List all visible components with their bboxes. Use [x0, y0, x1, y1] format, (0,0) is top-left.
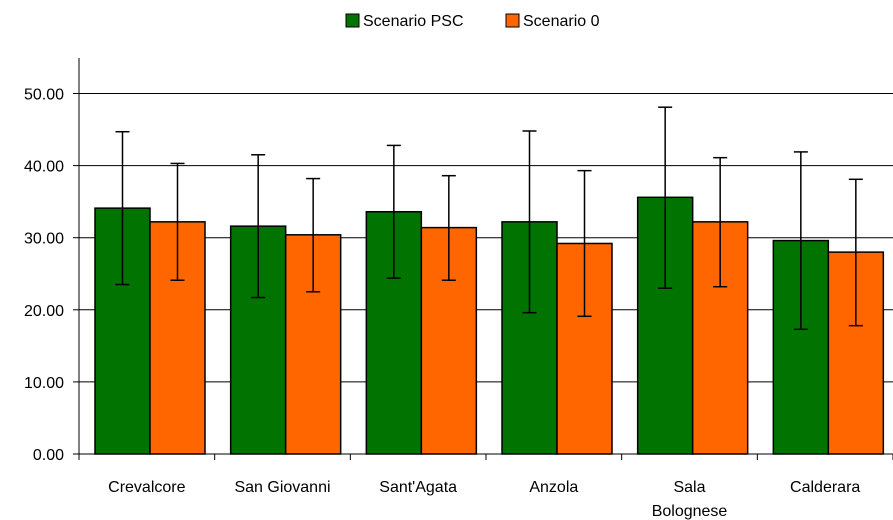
- y-tick-label: 30.00: [24, 231, 64, 248]
- x-tick-label: Anzola: [529, 479, 578, 496]
- y-tick-label: 50.00: [24, 87, 64, 104]
- y-tick-label: 0.00: [33, 447, 64, 464]
- x-tick-label: Calderara: [790, 479, 860, 496]
- legend: Scenario PSC Scenario 0: [345, 13, 600, 30]
- x-tick-label: Sala Bolognese: [652, 479, 728, 520]
- axes: [73, 58, 893, 460]
- x-tick-labels: Crevalcore San Giovanni Sant'Agata Anzola Sa…: [108, 479, 860, 520]
- legend-label: Scenario 0: [523, 13, 600, 30]
- legend-label: Scenario PSC: [363, 13, 464, 30]
- x-tick-label: San Giovanni: [234, 479, 330, 496]
- legend-swatch: [505, 13, 520, 28]
- y-tick-label: 10.00: [24, 375, 64, 392]
- y-tick-label: 40.00: [24, 159, 64, 176]
- y-tick-label: 20.00: [24, 303, 64, 320]
- legend-swatch: [345, 13, 360, 28]
- x-tick-label: Crevalcore: [108, 479, 185, 496]
- gridlines: [79, 93, 893, 383]
- y-tick-labels: 0.00 10.00 20.00 30.00 40.00 50.00: [24, 87, 64, 465]
- bars: [94, 196, 885, 455]
- x-tick-label: Sant'Agata: [379, 479, 457, 496]
- error-bars: [115, 106, 863, 331]
